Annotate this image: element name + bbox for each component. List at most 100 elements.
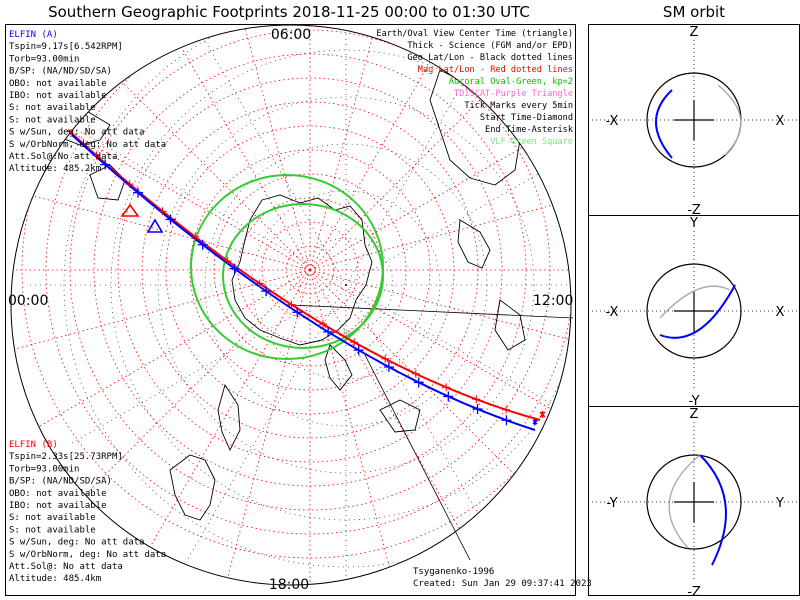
axis-label-left: -X: [606, 305, 619, 320]
mag-lon-line: [226, 269, 311, 580]
sat-info-line: Tspin=9.17s[6.542RPM]: [9, 42, 123, 52]
sat-info-line: IBO: not available: [9, 501, 107, 511]
elfin-a-tick: [413, 377, 424, 388]
coastline: [169, 454, 216, 521]
mag-lon-line: [309, 269, 394, 580]
legend-entry: Geo Lat/Lon - Black dotted lines: [407, 53, 573, 63]
elfin-b-track: [67, 129, 541, 421]
mag-lat-circle: [45, 25, 571, 535]
earth-limb: [10, 24, 572, 586]
sat-info-line: IBO: not available: [9, 91, 107, 101]
geo-lon-line: [68, 284, 347, 446]
elfin-b-tick: [287, 300, 296, 309]
axis-label-right: Y: [775, 496, 784, 511]
elfin-a-tick: [472, 404, 483, 415]
axis-label-bottom: -Z: [687, 203, 701, 218]
coastline: [494, 299, 526, 351]
sat-info-line: OBO: not available: [9, 489, 107, 499]
mag-lon-line: [309, 269, 471, 548]
coastline: [217, 383, 241, 452]
axis-label-bottom: -Y: [688, 394, 699, 409]
legend: Earth/Oval View Center Time (triangle) Th…: [376, 29, 573, 147]
axis-label-top: Z: [690, 407, 699, 422]
sat-info-line: S w/Sun, deg: No att data: [9, 538, 144, 548]
sat-info-line: S w/OrbNorm, deg: No att data: [9, 140, 166, 150]
mag-lon-line: [11, 269, 311, 354]
elfin-a-tick: [501, 415, 512, 426]
elfin-b-tick: [381, 354, 390, 363]
orbit-title: SM orbit: [663, 3, 725, 21]
geo-lat-circle: [63, 25, 571, 568]
elfin-a-tick: [229, 263, 240, 274]
elfin-a-tick: [133, 187, 144, 198]
elfin-b-tick: [442, 383, 451, 392]
geo-lat-circle: [298, 237, 394, 333]
coastline: [457, 219, 491, 269]
legend-entry: VLF-Green Square: [490, 137, 573, 147]
axis-label-top: Z: [690, 25, 699, 40]
geo-lon-line: [345, 284, 571, 446]
legend-entry: TDISCAT-Purple Triangle: [454, 89, 573, 99]
sat-info-line: Torb=93.00min: [9, 54, 79, 64]
legend-entry: Tick Marks every 5min: [464, 101, 573, 111]
sat-info-line: Altitude: 485.4km: [9, 574, 101, 584]
geo-lat-circle: [251, 190, 441, 380]
coastline: [324, 344, 353, 391]
sat-name-label: ELFIN (B): [9, 440, 58, 450]
sat-info-line: Att.Sol@:No att data: [9, 152, 117, 162]
elfin-a-tick: [353, 345, 364, 356]
elfin-a-tick: [292, 307, 303, 318]
orbit-track-arc: [699, 454, 727, 566]
earth-outline: [646, 263, 742, 359]
auroral-oval-inner: [222, 203, 384, 349]
geo-lon-line: [345, 284, 507, 563]
orbit-panel: Z -Z -X X: [592, 25, 797, 218]
elfin-a-view-triangle: [146, 218, 164, 233]
mag-lon-line: [32, 269, 311, 431]
elfin-b-tick: [191, 232, 200, 241]
geo-lon-line: [345, 25, 507, 286]
elfin-a-tick: [197, 239, 208, 250]
elfin-a-tick: [165, 214, 176, 225]
axis-label-bottom: -Z: [687, 585, 701, 600]
elfin-a-tick: [261, 286, 272, 297]
sat-info-line: S: not available: [9, 513, 96, 523]
elfin-b-tick: [223, 256, 232, 265]
mag-lat-circle: [261, 221, 359, 319]
mag-lon-line: [11, 186, 311, 271]
orbit-panel: Y -Y -X X: [592, 216, 797, 409]
elfin-b-end-asterisk: [539, 411, 546, 418]
orbit-shadow-arc: [668, 454, 701, 549]
elfin-b-info: ELFIN (B) Tspin=2.33s[25.73RPM] Torb=93.00…: [9, 440, 166, 584]
geo-lon-line: [345, 124, 571, 286]
geo-lon-line: [185, 284, 347, 563]
mag-lon-line: [309, 269, 571, 431]
clock-label-1200: 12:00: [533, 293, 573, 309]
mag-lon-line: [32, 109, 311, 271]
elfin-a-tick: [323, 326, 334, 337]
axis-label-top: Y: [689, 216, 698, 231]
sat-info-line: Tspin=2.33s[25.73RPM]: [9, 452, 123, 462]
clock-label-1800: 18:00: [269, 577, 309, 593]
dusk-meridian: [364, 354, 471, 561]
orbit-panels: Z -Z -X X Y -Y -X X Z -Z -Y Y: [592, 25, 797, 600]
clock-label-0000: 00:00: [8, 293, 48, 309]
noon-meridian: [290, 304, 574, 319]
elfin-b-tick: [502, 405, 511, 414]
mag-lat-circle: [117, 77, 503, 463]
legend-entry: Earth/Oval View Center Time (triangle): [376, 29, 573, 39]
mag-lon-line: [83, 269, 311, 497]
elfin-a-track: [71, 134, 536, 431]
sat-info-line: Altitude: 485.2km: [9, 164, 101, 174]
elfin-a-tick: [383, 362, 394, 372]
sat-info-line: Torb=93.00min: [9, 464, 79, 474]
orbit-track-arc: [655, 89, 673, 159]
elfin-b-view-triangle: [120, 203, 140, 217]
sat-info-line: S w/OrbNorm, deg: No att data: [9, 550, 166, 560]
elfin-b-tick: [158, 207, 167, 216]
axis-label-left: -X: [606, 114, 619, 129]
elfin-b-tick: [255, 279, 264, 288]
sat-info-line: S w/Sun, deg: No att data: [9, 128, 144, 138]
mag-lat-circle: [189, 149, 431, 391]
